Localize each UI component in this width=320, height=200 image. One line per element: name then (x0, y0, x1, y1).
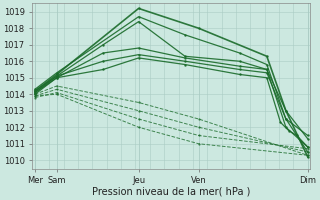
X-axis label: Pression niveau de la mer( hPa ): Pression niveau de la mer( hPa ) (92, 187, 251, 197)
